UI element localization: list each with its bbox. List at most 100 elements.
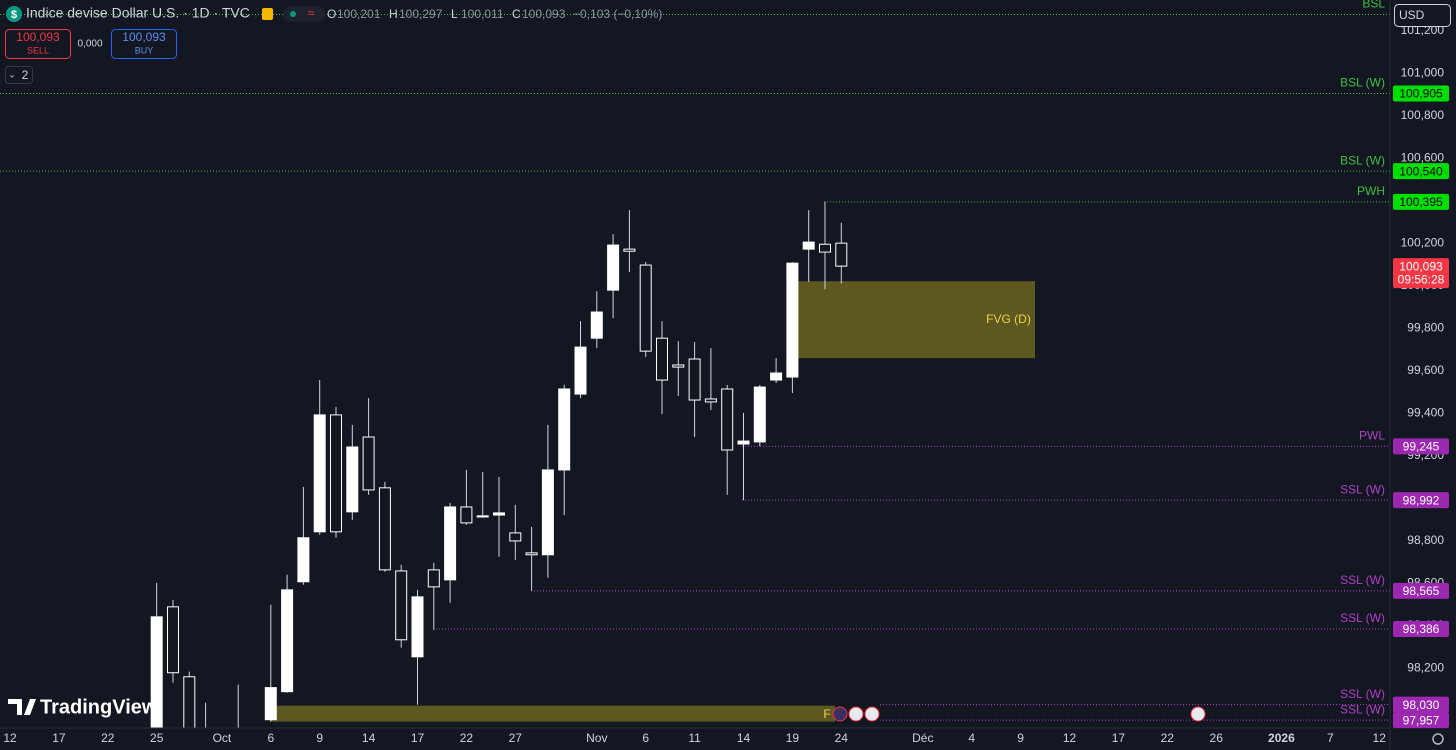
candle-body	[411, 596, 424, 658]
event-icon[interactable]	[832, 706, 848, 722]
x-tick-label: 17	[411, 731, 425, 745]
flag-icon[interactable]	[262, 8, 273, 20]
logo[interactable]: TradingView	[40, 696, 158, 718]
buy-button[interactable]	[111, 29, 177, 59]
buy-price: 100,093	[122, 30, 166, 44]
x-tick-label: 6	[267, 731, 274, 745]
x-tick-label: 27	[509, 731, 523, 745]
ohlc-key: C	[512, 7, 521, 21]
currency-label: USD	[1399, 8, 1425, 22]
event-icon[interactable]	[864, 706, 880, 722]
x-tick-label: 26	[1210, 731, 1224, 745]
candle-body	[264, 687, 277, 721]
status-pill[interactable]	[283, 6, 325, 22]
candle-body	[297, 537, 310, 583]
y-tick-label: 100,200	[1401, 236, 1445, 250]
price-tag-label: 98,030	[1403, 698, 1440, 712]
price-tag-label: 98,992	[1403, 493, 1440, 507]
candle-body	[558, 388, 571, 471]
event-icon[interactable]	[1190, 706, 1206, 722]
candle-body	[590, 311, 603, 339]
zone-label: FVG (D)	[986, 312, 1031, 326]
price-tag	[1393, 620, 1449, 637]
candle-body	[607, 244, 620, 291]
level-label: BSL (W)	[1340, 153, 1385, 167]
x-tick-label: 22	[101, 731, 115, 745]
price-tag-label: 98,565	[1403, 584, 1440, 598]
x-tick-label: 7	[1327, 731, 1334, 745]
x-tick-label: 24	[835, 731, 849, 745]
price-tag-label: 100,905	[1399, 87, 1443, 101]
price-tag-label: 99,245	[1403, 440, 1440, 454]
x-tick-label: 9	[1017, 731, 1024, 745]
x-tick-label: 9	[316, 731, 323, 745]
status-wave: ≈	[308, 6, 315, 20]
level-label: SSL (W)	[1340, 482, 1385, 496]
candle-body	[444, 506, 457, 581]
price-tag	[1393, 492, 1449, 509]
x-tick-label: 12	[3, 731, 17, 745]
y-tick-label: 100,600	[1401, 151, 1445, 165]
candle-body	[770, 372, 783, 381]
level-label: SSL (W)	[1340, 687, 1385, 701]
ohlc-key: L	[451, 7, 458, 21]
candle-body	[753, 386, 766, 443]
candle-body	[378, 487, 391, 571]
candle-body	[460, 506, 473, 524]
ohlc-key: O	[327, 7, 336, 21]
y-tick-label: 99,800	[1407, 321, 1444, 335]
y-tick-label: 99,600	[1407, 363, 1444, 377]
y-tick-label: 98,800	[1407, 533, 1444, 547]
price-tag	[1393, 696, 1449, 713]
ohlc-value: 100,011	[461, 7, 504, 21]
plot-area	[0, 13, 1390, 728]
level-label: BSL (W)	[1340, 76, 1385, 90]
candle-body	[509, 532, 522, 542]
currency-button[interactable]	[1394, 4, 1451, 27]
level-label: SSL (W)	[1340, 611, 1385, 625]
x-tick-label: Oct	[213, 731, 232, 745]
candle-body	[704, 398, 717, 403]
candle-body	[623, 248, 636, 252]
current-price-label: 100,093	[1399, 259, 1443, 273]
symbol-icon[interactable]	[6, 6, 22, 22]
candle-body	[656, 337, 668, 381]
layers-toggle[interactable]	[5, 66, 33, 84]
candle-body	[362, 436, 375, 491]
candle-body	[330, 414, 342, 533]
candle-body	[639, 264, 652, 352]
price-tag	[1393, 85, 1449, 102]
zone	[270, 705, 835, 722]
event-icon[interactable]	[848, 706, 864, 722]
candle-body	[493, 512, 505, 516]
sell-label: SELL	[27, 45, 49, 55]
candle-body	[721, 388, 734, 451]
sell-button[interactable]	[5, 29, 71, 59]
ohlc-legend: O 100,201 H 100,297 L 100,011 C 100,093	[327, 7, 566, 21]
candle-body	[150, 616, 163, 728]
candle-body	[688, 358, 701, 401]
candle-body	[672, 364, 685, 368]
price-tag-label: 100,540	[1399, 164, 1443, 178]
candle-body	[167, 606, 179, 674]
x-tick-label: 17	[1112, 731, 1126, 745]
level-label: BSL	[1362, 0, 1385, 11]
x-tick-label: 22	[1161, 731, 1175, 745]
candle-body	[574, 346, 587, 395]
candle-body	[281, 589, 294, 693]
symbol-title[interactable]: Indice devise Dollar U.S. · 1D · TVC	[26, 5, 250, 21]
settings-icon[interactable]	[1432, 733, 1444, 745]
y-tick-label: 101,000	[1401, 66, 1445, 80]
candle-body	[819, 243, 831, 253]
x-tick-label: 14	[362, 731, 376, 745]
y-tick-label: 98,200	[1407, 661, 1444, 675]
x-tick-label: 14	[737, 731, 751, 745]
status-dot	[290, 11, 296, 17]
spread: 0,000	[77, 39, 102, 50]
ohlc-key: H	[389, 7, 398, 21]
price-tag	[1393, 193, 1449, 210]
symbol-icon-glyph: $	[11, 9, 17, 21]
